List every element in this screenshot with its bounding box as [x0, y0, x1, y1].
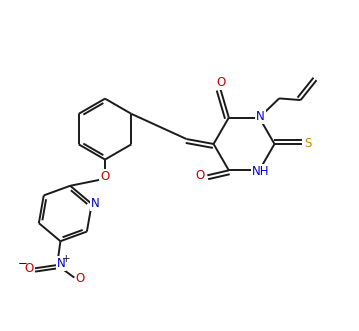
Text: O: O — [76, 272, 85, 285]
Text: +: + — [62, 254, 71, 264]
Text: N: N — [57, 257, 65, 270]
Text: N: N — [256, 110, 265, 123]
Text: O: O — [25, 262, 34, 275]
Text: −: − — [18, 257, 28, 270]
Text: S: S — [304, 137, 312, 151]
Text: O: O — [216, 76, 225, 89]
Text: O: O — [101, 169, 109, 183]
Text: O: O — [195, 169, 205, 182]
Text: N: N — [91, 197, 99, 210]
Text: NH: NH — [252, 165, 269, 178]
